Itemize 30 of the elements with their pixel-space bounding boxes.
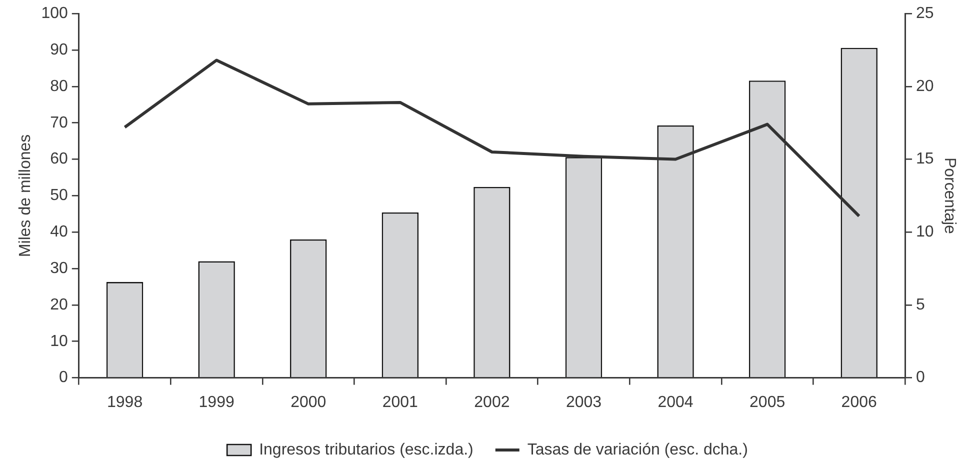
- y-tick-label: 20: [50, 296, 68, 314]
- y-tick-label: 80: [50, 78, 68, 95]
- y2-tick-label: 15: [916, 150, 934, 168]
- legend-label: Ingresos tributarios (esc.izda.): [259, 441, 474, 458]
- y2-tick-label: 10: [916, 224, 934, 241]
- y2-tick-label: 20: [916, 78, 934, 95]
- y2-tick-label: 0: [916, 369, 926, 386]
- y-tick-label: 100: [41, 5, 68, 22]
- y-tick-label: 0: [58, 369, 68, 386]
- y-tick-label: 90: [50, 41, 68, 58]
- x-tick-label: 2000: [290, 394, 326, 411]
- y-tick-label: 60: [50, 150, 68, 168]
- y2-tick-label: 25: [916, 5, 934, 22]
- x-tick-label: 2001: [382, 394, 418, 411]
- x-tick-label: 2006: [841, 394, 878, 411]
- x-tick-label: 1998: [106, 394, 143, 411]
- y-tick-label: 50: [50, 187, 68, 204]
- y2-tick-label: 5: [916, 296, 926, 314]
- y-tick-label: 70: [50, 114, 68, 132]
- x-tick-label: 2005: [750, 394, 786, 411]
- x-tick-label: 2002: [474, 394, 510, 411]
- y2-axis-title: Porcentaje: [940, 157, 958, 234]
- y-tick-label: 10: [50, 332, 68, 350]
- y-tick-label: 30: [50, 260, 68, 277]
- y-axis-title: Miles de millones: [17, 134, 34, 258]
- legend-label: Tasas de variación (esc. dcha.): [527, 441, 748, 458]
- y-tick-label: 40: [50, 224, 68, 241]
- x-tick-label: 2003: [566, 394, 602, 411]
- x-tick-label: 2004: [658, 394, 694, 411]
- x-tick-label: 1999: [198, 394, 234, 411]
